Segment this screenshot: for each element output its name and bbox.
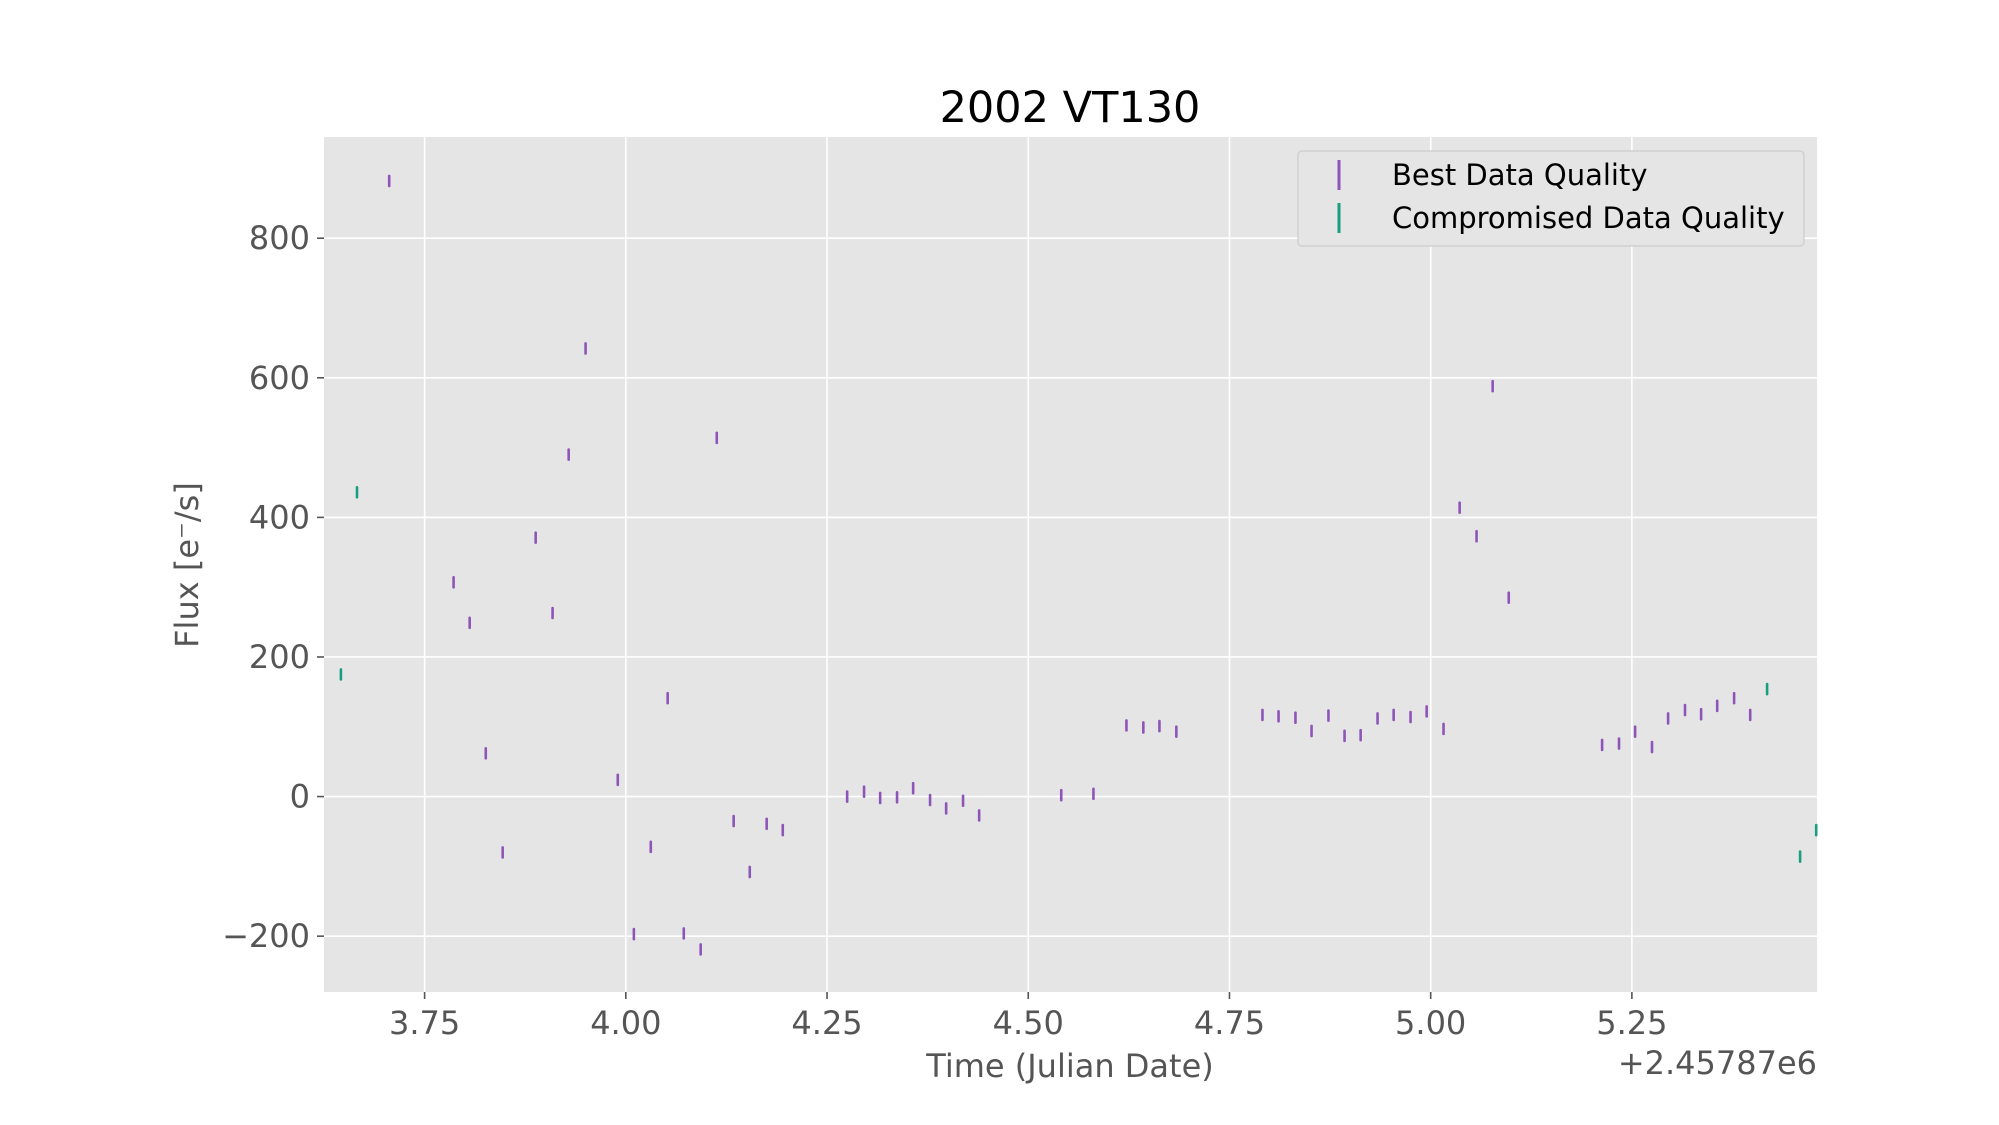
y-tick-label: 200 bbox=[249, 638, 310, 676]
y-axis-label: Flux [e⁻/s] bbox=[168, 482, 206, 648]
x-axis-label: Time (Julian Date) bbox=[925, 1047, 1214, 1085]
legend-label-best: Best Data Quality bbox=[1392, 158, 1648, 192]
x-tick-label: 4.75 bbox=[1194, 1004, 1265, 1042]
x-tick-label: 5.25 bbox=[1596, 1004, 1667, 1042]
axis-ticks: 3.75 4.00 4.25 4.50 4.75 5.00 5.25 −200 0 200 400 6… bbox=[222, 219, 1667, 1042]
x-tick-label: 4.50 bbox=[993, 1004, 1064, 1042]
plot-background bbox=[324, 137, 1817, 992]
series-compromised-data-quality bbox=[339, 485, 1818, 863]
y-tick-label: 0 bbox=[290, 778, 310, 816]
chart-title: 2002 VT130 bbox=[940, 83, 1201, 133]
x-tick-label: 3.75 bbox=[389, 1004, 460, 1042]
x-tick-label: 5.00 bbox=[1395, 1004, 1466, 1042]
legend-box bbox=[1297, 150, 1805, 247]
x-tick-label: 4.25 bbox=[791, 1004, 862, 1042]
y-tick-label: 400 bbox=[249, 498, 310, 536]
legend-label-compromised: Compromised Data Quality bbox=[1392, 201, 1785, 235]
y-tick-label: −200 bbox=[222, 917, 310, 955]
data-series bbox=[339, 174, 1818, 956]
y-tick-label: 800 bbox=[249, 219, 310, 257]
legend: Best Data Quality Compromised Data Quali… bbox=[1297, 150, 1805, 247]
series-best-data-quality bbox=[387, 174, 1752, 956]
y-tick-label: 600 bbox=[249, 359, 310, 397]
x-axis-offset-label: +2.45787e6 bbox=[1618, 1044, 1817, 1082]
x-tick-label: 4.00 bbox=[590, 1004, 661, 1042]
